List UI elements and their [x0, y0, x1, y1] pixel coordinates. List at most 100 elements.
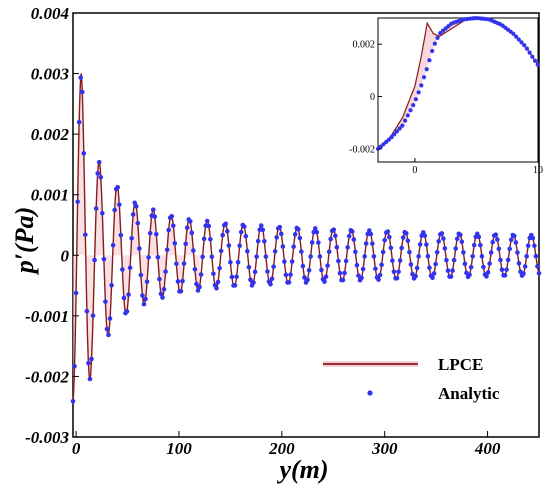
analytic-point: [229, 274, 235, 280]
analytic-point: [448, 274, 454, 279]
analytic-point: [487, 261, 492, 266]
analytic-point: [362, 254, 367, 259]
y-tick-label: 0.003: [31, 65, 70, 84]
y-tick-label: -0.001: [25, 307, 69, 326]
analytic-point: [516, 261, 522, 266]
analytic-point: [305, 277, 310, 283]
analytic-point: [118, 232, 124, 238]
analytic-point: [532, 243, 537, 249]
analytic-point: [504, 267, 509, 272]
analytic-point: [414, 265, 420, 271]
analytic-point: [400, 235, 406, 240]
analytic-point: [245, 248, 250, 254]
analytic-point: [115, 185, 121, 190]
analytic-point: [360, 266, 366, 272]
analytic-point: [442, 246, 448, 251]
analytic-point: [476, 234, 482, 240]
analytic-point: [124, 309, 130, 314]
inset-analytic-point: [513, 34, 519, 39]
analytic-point: [459, 239, 465, 244]
analytic-point: [470, 253, 475, 259]
analytic-point: [126, 292, 131, 297]
analytic-point: [377, 272, 383, 278]
inset-analytic-point: [511, 31, 516, 36]
analytic-point: [147, 230, 153, 236]
analytic-point: [490, 239, 496, 245]
analytic-point: [86, 360, 91, 366]
analytic-point: [468, 264, 474, 270]
analytic-point: [189, 230, 195, 236]
y-tick-label: 0.004: [31, 4, 69, 23]
analytic-point: [194, 281, 199, 287]
analytic-point: [169, 213, 175, 219]
analytic-point: [260, 227, 266, 233]
analytic-point: [187, 219, 193, 224]
analytic-point: [345, 245, 350, 250]
analytic-point: [417, 242, 423, 247]
analytic-point: [334, 244, 340, 250]
inset-analytic-point: [424, 67, 429, 72]
analytic-point: [521, 271, 526, 276]
analytic-point: [408, 262, 414, 267]
analytic-point: [404, 231, 409, 236]
analytic-point: [444, 257, 449, 263]
analytic-point: [92, 257, 97, 263]
analytic-point: [180, 278, 185, 284]
analytic-point: [390, 258, 395, 263]
inset-analytic-point: [419, 83, 424, 88]
analytic-point: [323, 274, 329, 279]
analytic-point: [280, 244, 286, 249]
analytic-point: [271, 264, 276, 269]
analytic-point: [254, 254, 259, 259]
analytic-point: [496, 246, 502, 252]
analytic-point: [478, 242, 483, 248]
analytic-point: [160, 295, 165, 300]
analytic-point: [84, 308, 90, 314]
analytic-point: [331, 227, 337, 232]
analytic-point: [243, 233, 249, 239]
analytic-point: [201, 236, 207, 242]
analytic-point: [70, 398, 76, 404]
analytic-point: [238, 229, 244, 235]
analytic-point: [90, 313, 96, 318]
analytic-point: [346, 233, 352, 239]
analytic-point: [127, 265, 133, 271]
analytic-point: [81, 151, 87, 156]
analytic-point: [178, 288, 184, 294]
analytic-point: [454, 236, 460, 242]
analytic-point: [129, 235, 134, 241]
analytic-point: [252, 269, 258, 275]
inset-analytic-point: [416, 90, 421, 95]
x-tick-layer: 0 100 200 300 400: [72, 431, 501, 458]
analytic-point: [488, 250, 494, 255]
analytic-point: [121, 295, 127, 301]
analytic-point: [107, 316, 113, 321]
analytic-point: [507, 246, 512, 252]
analytic-point: [172, 241, 178, 246]
analytic-point: [300, 263, 306, 269]
analytic-point: [436, 239, 442, 244]
inset-analytic-point: [405, 113, 410, 118]
analytic-point: [505, 257, 511, 263]
analytic-point: [292, 232, 298, 237]
analytic-point: [78, 75, 84, 80]
analytic-point: [484, 274, 489, 279]
analytic-point: [299, 249, 304, 254]
y-tick-label: 0.002: [31, 125, 70, 144]
analytic-point: [322, 279, 327, 284]
analytic-point: [353, 249, 358, 255]
inset-analytic-point: [386, 137, 391, 142]
analytic-point: [72, 363, 77, 369]
analytic-point: [161, 286, 167, 292]
analytic-point: [200, 254, 205, 260]
x-tick-label: 400: [474, 439, 501, 458]
inset-analytic-point: [413, 97, 419, 102]
inset-x-tick-label: 10: [533, 165, 543, 176]
analytic-point: [373, 266, 378, 272]
analytic-points-layer: [70, 75, 542, 404]
analytic-point: [441, 236, 446, 241]
inset-analytic-point: [432, 41, 437, 46]
analytic-point: [76, 119, 82, 125]
y-tick-layer: -0.003 -0.002 -0.001 0 0.001 0.002 0.003 0.004: [25, 4, 79, 447]
inset-analytic-point: [516, 37, 521, 42]
